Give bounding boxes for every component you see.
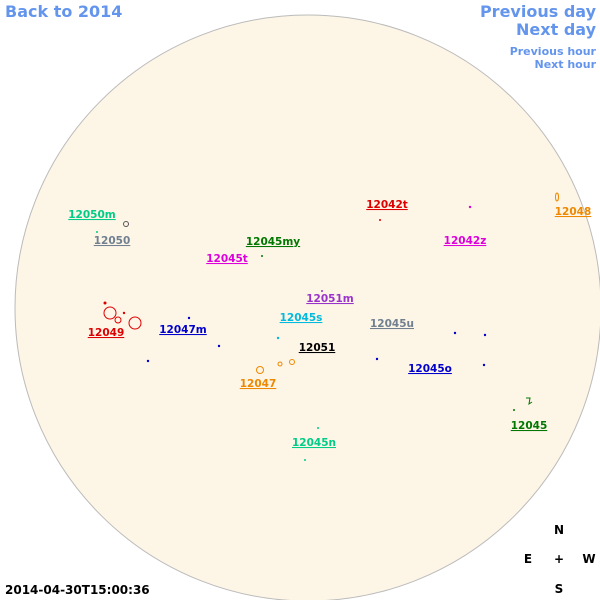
solar-disk [14,14,600,600]
region-label[interactable]: 12051 [299,342,336,354]
region-label[interactable]: 12050m [68,209,116,221]
region-label[interactable]: 12048 [555,206,592,218]
region-label[interactable]: 12045s [280,312,323,324]
sunspot [277,361,283,367]
sunspot [483,333,487,337]
sunspot [513,409,515,411]
region-labels: 12050m 12050 12045my 12045t 12042t 12042z 1204… [68,199,591,449]
region-label[interactable]: 12050 [94,235,131,247]
sunspot [482,363,486,367]
region-label[interactable]: 12042z [444,235,487,247]
region-label[interactable]: 12045my [246,236,300,248]
sunspot [379,219,381,221]
region-label[interactable]: 12045u [370,318,414,330]
sunspot [122,311,126,315]
region-label[interactable]: 12045o [408,363,452,375]
sunspot [261,255,263,257]
sunspot [304,459,306,461]
region-label[interactable]: 12047m [159,324,207,336]
region-label[interactable]: 12045t [206,253,248,265]
sunspot [114,316,122,324]
sunspot [468,205,472,209]
sunspot [276,336,280,340]
compass-s: S [555,582,564,596]
sunspot [146,359,150,363]
sunspot [256,366,264,374]
sunspot [128,316,142,330]
sunspot [453,331,457,335]
sunspot [526,397,533,406]
sunspot [375,357,379,361]
sunspot [103,301,107,305]
compass-center: + [554,552,564,566]
sunspots [96,192,559,461]
timestamp: 2014-04-30T15:00:36 [5,583,150,597]
region-label[interactable]: 12049 [88,327,125,339]
sunspot [187,316,191,320]
sunspot [217,344,221,348]
compass-n: N [554,523,564,537]
region-label[interactable]: 12047 [240,378,277,390]
sunspot [317,427,319,429]
region-label[interactable]: 12042t [366,199,408,211]
sunspot [555,192,559,202]
previous-day-link[interactable]: Previous day [479,2,596,21]
compass-e: E [524,552,532,566]
sunspot [96,231,98,233]
region-label[interactable]: 12045n [292,437,336,449]
region-label[interactable]: 12045 [511,420,548,432]
previous-hour-link[interactable]: Previous hour [509,45,596,58]
sunspot [289,359,295,365]
sunspot [123,221,129,227]
region-label[interactable]: 12051m [306,293,354,305]
back-link[interactable]: Back to 2014 [5,2,123,21]
sunspot [321,290,323,292]
next-day-link[interactable]: Next day [516,20,596,39]
compass-w: W [582,552,595,566]
next-hour-link[interactable]: Next hour [534,58,597,71]
sunspot [103,306,117,320]
